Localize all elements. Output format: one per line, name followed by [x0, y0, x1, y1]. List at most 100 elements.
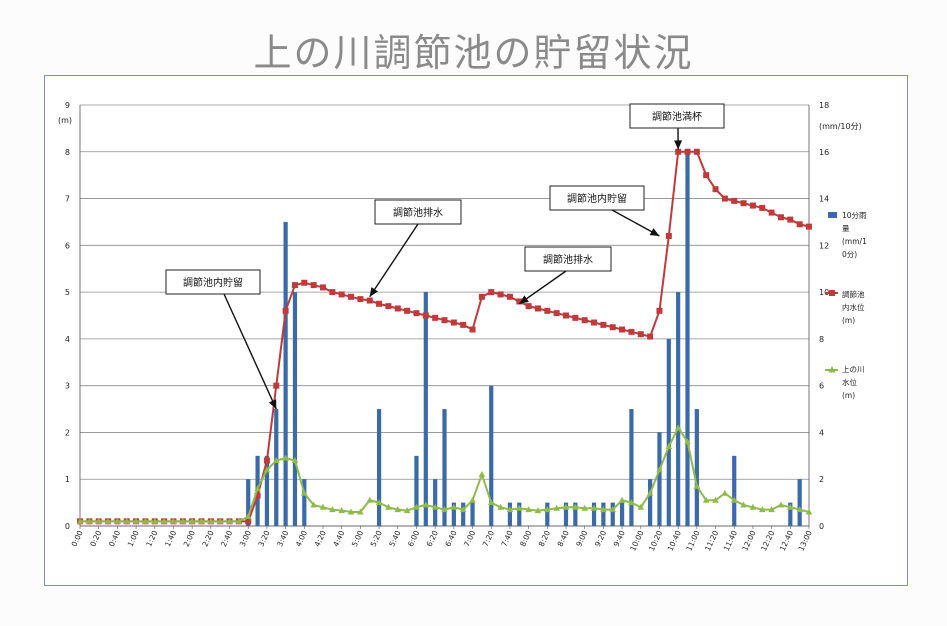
storage-level-point-8:00 — [525, 303, 532, 310]
annotation-box-4 — [629, 103, 725, 129]
storage-level-point-6:40 — [450, 319, 457, 326]
river-level-point-0:20 — [95, 517, 102, 524]
x-tick-0:00: 0:00 — [70, 529, 85, 548]
river-level-point-7:20 — [487, 499, 495, 506]
legend-river-text-1: 水位 — [842, 377, 857, 387]
storage-level-point-3:50 — [291, 282, 298, 289]
rain-bar-6:00 — [414, 455, 419, 526]
storage-level-point-5:10 — [366, 297, 373, 304]
storage-level-point-5:30 — [385, 303, 392, 310]
x-tick-2:40: 2:40 — [219, 529, 234, 548]
rain-bar-10:50 — [685, 151, 690, 526]
storage-level-point-7:50 — [516, 298, 523, 305]
river-level-point-2:20 — [207, 517, 215, 524]
rain-bar-7:20 — [489, 385, 494, 526]
river-level-point-1:00 — [132, 517, 140, 524]
x-tick-6:00: 6:00 — [406, 529, 421, 548]
x-tick-11:00: 11:00 — [684, 529, 701, 553]
legend-rain-text-2: (mm/1 — [842, 237, 867, 246]
river-level-point-5:00 — [357, 508, 364, 515]
annotation-arrow-2 — [518, 270, 567, 305]
river-level-point-6:30 — [441, 506, 448, 513]
storage-level-point-4:10 — [310, 282, 317, 289]
storage-level-point-4:20 — [320, 284, 326, 291]
river-level-point-1:20 — [151, 517, 159, 524]
rain-bar-3:00 — [246, 479, 251, 526]
x-tick-10:40: 10:40 — [666, 529, 683, 553]
river-level-point-12:20 — [768, 506, 775, 513]
storage-level-point-12:40 — [787, 216, 794, 223]
storage-level-point-11:30 — [721, 195, 728, 202]
y-right-label: (mm/10分) — [819, 122, 862, 131]
storage-level-point-4:30 — [329, 289, 336, 296]
annotation-text-0: 調節池内貯留 — [183, 276, 243, 289]
storage-level-point-8:30 — [553, 310, 560, 317]
chart-frame — [44, 75, 908, 586]
storage-level-point-3:30 — [273, 382, 280, 389]
x-tick-8:20: 8:20 — [537, 529, 552, 548]
storage-level-point-9:50 — [628, 328, 635, 335]
y-right-tick-2: 2 — [819, 475, 824, 484]
x-tick-3:20: 3:20 — [256, 529, 271, 548]
x-tick-13:00: 13:00 — [797, 529, 814, 553]
x-tick-10:20: 10:20 — [647, 529, 664, 553]
y-left-tick-2: 2 — [65, 428, 70, 437]
river-level-point-2:30 — [216, 517, 224, 524]
x-tick-11:40: 11:40 — [722, 529, 739, 553]
rain-bar-3:50 — [292, 292, 298, 526]
x-tick-5:40: 5:40 — [387, 529, 402, 548]
storage-level-point-3:10 — [254, 492, 261, 499]
legend-storage-text-2: (m) — [842, 316, 855, 325]
annotation-arrow-1 — [369, 223, 419, 298]
river-level-point-2:50 — [235, 517, 243, 524]
storage-level-point-10:40 — [675, 148, 682, 155]
x-tick-12:00: 12:00 — [740, 529, 757, 553]
x-tick-6:40: 6:40 — [443, 529, 458, 548]
storage-level-point-13:00 — [806, 223, 812, 230]
storage-level-point-6:10 — [422, 312, 429, 319]
x-tick-7:40: 7:40 — [499, 529, 514, 548]
storage-level-point-8:10 — [534, 305, 541, 312]
river-level-point-4:40 — [338, 507, 345, 514]
rain-bar-10:10 — [648, 479, 653, 526]
x-tick-8:40: 8:40 — [556, 529, 571, 548]
legend-storage-text-1: 内水位 — [842, 302, 865, 312]
y-left-tick-0: 0 — [65, 522, 70, 531]
river-level-point-12:30 — [777, 501, 785, 508]
annotation-arrowhead-2 — [519, 295, 529, 304]
storage-level-point-11:00 — [693, 148, 700, 155]
storage-level-point-4:50 — [348, 293, 355, 300]
x-tick-9:40: 9:40 — [612, 529, 627, 548]
annotation-arrow-0 — [223, 293, 277, 410]
legend-storage-text-0: 調節池 — [842, 289, 865, 299]
annotation-box-3 — [549, 185, 645, 211]
storage-level-point-5:40 — [394, 305, 401, 312]
x-tick-1:20: 1:20 — [144, 529, 159, 548]
x-tick-5:00: 5:00 — [350, 529, 365, 548]
river-level-point-3:20 — [263, 466, 271, 473]
y-right-tick-10: 10 — [819, 288, 829, 297]
storage-level-point-7:00 — [469, 326, 476, 333]
river-level-point-0:40 — [114, 517, 121, 524]
x-tick-5:20: 5:20 — [369, 529, 384, 548]
river-level-point-1:40 — [170, 517, 177, 524]
storage-level-point-12:30 — [777, 214, 784, 221]
storage-level-point-7:30 — [497, 291, 504, 298]
river-level-point-11:40 — [730, 496, 738, 503]
x-tick-7:00: 7:00 — [462, 529, 477, 548]
river-level-point-10:20 — [656, 466, 663, 473]
rain-bar-8:50 — [573, 502, 578, 526]
legend-rain-text-3: 0分) — [842, 250, 857, 259]
y-right-tick-18: 18 — [819, 101, 829, 110]
storage-level-point-3:40 — [282, 307, 289, 314]
x-tick-0:20: 0:20 — [88, 529, 103, 548]
y-left-tick-8: 8 — [65, 148, 70, 157]
river-level-point-5:20 — [375, 499, 383, 506]
river-level-point-10:00 — [637, 503, 645, 510]
rain-bar-12:40 — [788, 502, 793, 526]
rain-bar-9:30 — [610, 502, 615, 526]
river-level-point-12:40 — [787, 503, 794, 510]
river-level-point-6:10 — [422, 501, 430, 508]
storage-level-point-10:20 — [656, 307, 663, 314]
